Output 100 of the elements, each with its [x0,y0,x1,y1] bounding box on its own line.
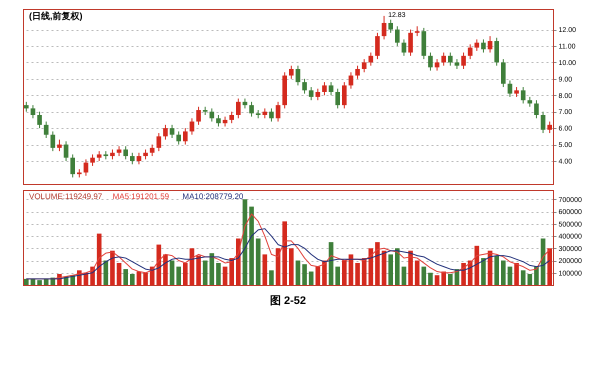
text: VOLUME:119249.97 [29,192,103,201]
candlestick [24,101,29,112]
bar [209,253,214,285]
line-series [26,228,550,280]
candlestick [196,106,201,126]
candlestick [342,82,347,109]
bar [202,260,208,285]
candlestick [302,78,307,94]
candlestick [249,101,254,118]
bar [434,275,440,285]
candlestick [110,148,115,160]
candlestick [328,82,334,96]
candlestick [170,124,174,138]
candlestick [454,58,460,70]
bar [394,248,400,285]
candlestick [527,96,532,108]
bar [170,260,174,285]
candlestick [514,86,519,98]
bar [547,248,552,285]
bar [328,242,334,285]
candlestick [547,121,552,134]
bar [368,248,374,285]
bar [269,270,274,285]
candlestick [296,65,300,86]
bar [362,258,367,285]
candlestick [156,132,162,152]
candlestick [182,128,188,146]
candlestick [540,111,546,134]
candlestick [468,44,473,60]
bar [514,262,519,285]
candlestick [461,52,466,70]
bar [24,278,29,285]
candlestick [64,140,68,162]
candlestick [348,72,354,90]
bar [402,266,406,285]
bar [256,238,261,285]
candlestick [262,108,268,119]
candlestick [269,108,274,122]
bar [335,266,340,285]
candlestick [176,130,182,146]
candlestick [30,104,36,119]
candlestick [441,52,446,66]
candlestick [229,111,234,124]
bar [229,258,234,285]
bar [494,256,500,285]
bar [276,248,280,285]
candlestick [408,29,413,56]
candlestick [428,52,433,72]
candlestick [335,88,340,109]
candlestick [362,58,367,73]
candlestick [488,36,492,54]
candlestick [130,152,135,165]
candlestick [448,52,453,66]
text: MA10:208779.20 [182,192,244,201]
candlestick [84,158,88,176]
candlestick [375,32,380,60]
candlestick [123,146,128,160]
candlestick [236,98,241,119]
candlestick [276,101,280,122]
candlestick [500,58,506,88]
bar [103,260,108,285]
bar [428,272,433,285]
bar [421,266,426,285]
bar [342,260,347,285]
candlestick [190,118,194,136]
bar [96,234,102,285]
candlestick [116,146,122,157]
bar [282,221,288,285]
bar [262,254,268,285]
candlestick [402,38,406,56]
candlestick [355,65,360,80]
candlestick [288,65,294,80]
bar [308,272,314,285]
bar [176,266,182,285]
caption: 图 2-52 [270,295,306,307]
candlestick [70,154,76,178]
candlestick [150,144,155,157]
candlestick [414,26,420,37]
candlestick [136,152,142,165]
bar [408,250,413,285]
bar [222,266,228,285]
candlestick [388,19,394,34]
candlestick [508,80,512,98]
candlestick [534,100,539,119]
bar [163,254,168,285]
bar [448,274,453,285]
candlestick [90,154,95,166]
candlestick [308,86,314,101]
candlestick [209,108,214,122]
candlestick [37,111,42,129]
bar [388,254,394,285]
candlestick [494,37,500,66]
bar [520,270,526,285]
bar [474,246,480,285]
candlestick [242,98,248,109]
chart-title: (日线,前复权) [29,11,82,21]
candlestick [520,86,526,104]
candlestick [44,121,49,138]
candlestick [57,139,62,152]
bar [527,274,532,285]
